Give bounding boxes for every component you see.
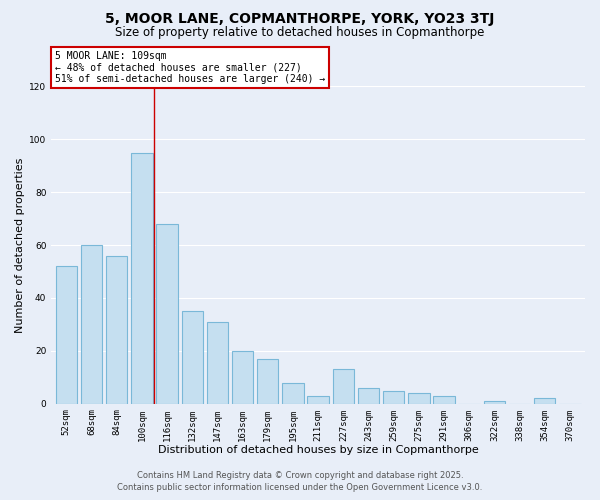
Bar (81, 245, 102, 404)
Bar (182, 311, 203, 404)
Bar (383, 390, 404, 404)
Bar (307, 396, 329, 404)
Bar (157, 224, 178, 404)
Text: Size of property relative to detached houses in Copmanthorpe: Size of property relative to detached ho… (115, 26, 485, 39)
Y-axis label: Number of detached properties: Number of detached properties (15, 158, 25, 333)
Bar (56, 266, 77, 404)
Bar (484, 401, 505, 404)
Bar (534, 398, 556, 404)
X-axis label: Distribution of detached houses by size in Copmanthorpe: Distribution of detached houses by size … (158, 445, 479, 455)
Bar (232, 351, 253, 404)
Bar (433, 396, 455, 404)
Bar (257, 359, 278, 404)
Bar (131, 152, 152, 404)
Bar (207, 322, 228, 404)
Bar (358, 388, 379, 404)
Bar (408, 393, 430, 404)
Text: Contains HM Land Registry data © Crown copyright and database right 2025.
Contai: Contains HM Land Registry data © Crown c… (118, 471, 482, 492)
Bar (282, 382, 304, 404)
Text: 5, MOOR LANE, COPMANTHORPE, YORK, YO23 3TJ: 5, MOOR LANE, COPMANTHORPE, YORK, YO23 3… (106, 12, 494, 26)
Bar (106, 256, 127, 404)
Text: 5 MOOR LANE: 109sqm
← 48% of detached houses are smaller (227)
51% of semi-detac: 5 MOOR LANE: 109sqm ← 48% of detached ho… (55, 50, 325, 84)
Bar (332, 370, 354, 404)
